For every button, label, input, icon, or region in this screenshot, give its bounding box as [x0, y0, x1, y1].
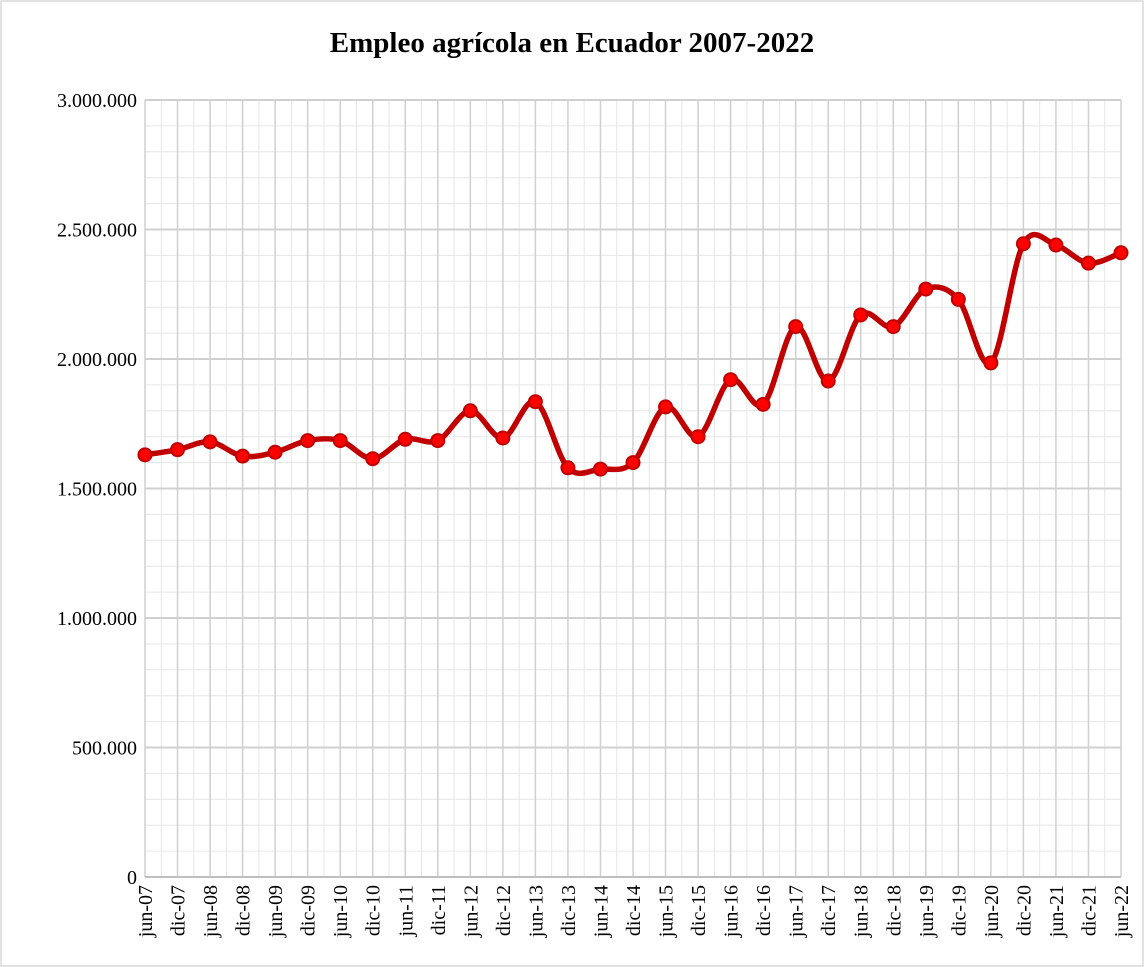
data-point: [202, 434, 218, 450]
data-point: [820, 373, 836, 389]
data-point: [983, 355, 999, 371]
x-tick-label: jun-12: [460, 885, 482, 938]
x-tick-label: jun-19: [916, 885, 938, 938]
data-point: [332, 433, 348, 449]
x-tick-label: jun-18: [851, 885, 873, 938]
x-tick-label: jun-13: [525, 885, 547, 938]
x-tick-label: dic-14: [623, 885, 645, 936]
data-point: [625, 455, 641, 471]
data-point: [788, 319, 804, 335]
data-point: [885, 319, 901, 335]
x-tick-label: jun-17: [786, 885, 808, 938]
data-point: [397, 431, 413, 447]
data-point: [1113, 245, 1129, 261]
data-point: [1015, 236, 1031, 252]
x-tick-label: dic-20: [1013, 885, 1035, 936]
x-tick-label: dic-15: [688, 885, 710, 936]
data-point: [430, 433, 446, 449]
data-point: [560, 460, 576, 476]
data-point: [527, 394, 543, 410]
y-tick-label: 0: [127, 867, 137, 889]
data-point: [1080, 255, 1096, 271]
x-tick-label: dic-11: [428, 885, 450, 935]
data-point: [853, 307, 869, 323]
x-tick-label: dic-16: [753, 885, 775, 936]
data-point: [723, 372, 739, 388]
x-tick-label: dic-08: [233, 885, 255, 936]
data-point: [918, 281, 934, 297]
y-tick-label: 1.000.000: [57, 608, 137, 630]
x-tick-label: jun-15: [656, 885, 678, 938]
data-point: [658, 399, 674, 415]
x-tick-label: jun-09: [265, 885, 287, 938]
x-tick-label: jun-22: [1111, 885, 1133, 938]
data-point: [755, 396, 771, 412]
x-tick-label: dic-07: [168, 885, 190, 936]
x-tick-label: dic-09: [298, 885, 320, 936]
x-tick-label: dic-21: [1078, 885, 1100, 936]
x-tick-label: jun-11: [395, 885, 417, 937]
series-line: [144, 231, 1122, 477]
x-tick-label: jun-14: [590, 885, 612, 938]
x-tick-label: dic-13: [558, 885, 580, 936]
data-point: [170, 442, 186, 458]
x-tick-label: jun-20: [981, 885, 1003, 938]
x-tick-label: dic-18: [883, 885, 905, 936]
y-tick-label: 3.000.000: [57, 90, 137, 112]
data-point: [365, 451, 381, 467]
x-tick-label: dic-12: [493, 885, 515, 936]
data-point: [462, 403, 478, 419]
x-tick-label: jun-16: [721, 885, 743, 938]
data-point: [950, 291, 966, 307]
x-tick-label: jun-10: [330, 885, 352, 938]
y-tick-label: 500.000: [72, 738, 137, 760]
y-tick-label: 2.500.000: [57, 220, 137, 242]
x-tick-label: jun-08: [200, 885, 222, 938]
data-point: [267, 444, 283, 460]
data-point: [137, 447, 153, 463]
x-tick-label: dic-19: [948, 885, 970, 936]
x-tick-label: jun-21: [1046, 885, 1068, 938]
data-point: [690, 429, 706, 445]
y-tick-label: 2.000.000: [57, 349, 137, 371]
data-point: [592, 461, 608, 477]
data-point: [300, 433, 316, 449]
chart-title: Empleo agrícola en Ecuador 2007-2022: [330, 27, 814, 59]
data-point: [235, 448, 251, 464]
x-tick-label: jun-07: [135, 885, 157, 938]
data-point: [495, 430, 511, 446]
data-point: [1048, 237, 1064, 253]
x-tick-label: dic-10: [363, 885, 385, 936]
y-tick-label: 1.500.000: [57, 479, 137, 501]
x-tick-label: dic-17: [818, 885, 840, 936]
